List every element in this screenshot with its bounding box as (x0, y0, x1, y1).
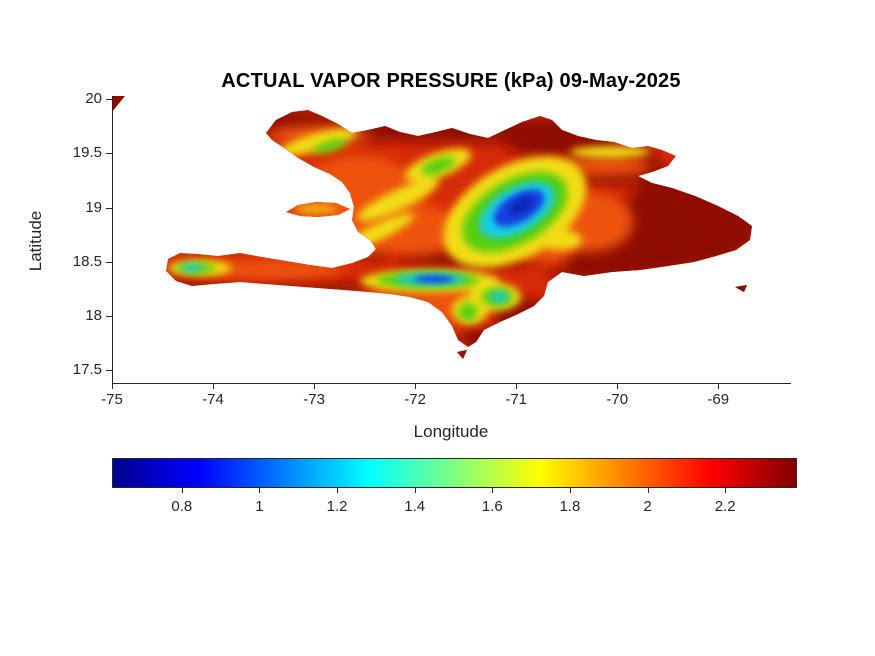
chart-title: ACTUAL VAPOR PRESSURE (kPa) 09-May-2025 (221, 70, 681, 92)
high-value-dark-red-regions (166, 110, 752, 350)
northwest-corner-speck (112, 96, 125, 112)
orange-regions (195, 125, 652, 325)
colorbar-tick-label: 2 (643, 498, 652, 515)
y-tick-mark (106, 261, 112, 263)
x-tick-label: -70 (606, 391, 629, 408)
colorbar-tick-mark (647, 488, 649, 493)
y-tick-label: 17.5 (72, 361, 102, 378)
colorbar-tick-mark (414, 488, 416, 493)
saona-island (735, 285, 747, 292)
x-tick-mark (516, 384, 518, 389)
y-tick-label: 19.5 (72, 144, 102, 162)
y-tick-label: 19 (85, 198, 102, 216)
y-tick-label: 18 (85, 306, 102, 324)
y-tick-mark (106, 153, 112, 155)
y-axis-line (112, 96, 113, 383)
colorbar-tick-mark (337, 488, 339, 493)
colorbar (112, 458, 797, 488)
colorbar-tick-mark (725, 488, 727, 493)
colorbar-tick-label: 1 (255, 498, 264, 515)
x-tick-mark (718, 384, 720, 389)
colorbar-tick-mark (181, 488, 183, 493)
colorbar-tick-label: 1.8 (559, 498, 581, 515)
x-tick-label: -69 (707, 391, 730, 408)
colorbar-tick-mark (259, 488, 261, 493)
beata-island (457, 350, 467, 359)
x-tick-label: -75 (101, 391, 123, 408)
yellow-ridge-regions (168, 128, 650, 324)
hispaniola-landmass (166, 110, 752, 359)
x-tick-label: -71 (505, 391, 528, 408)
y-axis-label: Latitude (26, 210, 45, 272)
colorbar-tick-label: 1.2 (326, 498, 348, 515)
colorbar-tick-label: 2.2 (714, 498, 736, 515)
cyan-low-value-regions (181, 181, 555, 302)
x-tick-mark (617, 384, 619, 389)
colorbar-tick-mark (492, 488, 494, 493)
y-tick-mark (106, 370, 112, 371)
green-regions (176, 139, 568, 321)
y-tick-label: 18.5 (72, 252, 102, 270)
x-axis-label: Longitude (413, 422, 489, 441)
darkest-blue-core (508, 196, 534, 216)
x-tick-label: -74 (202, 391, 224, 408)
x-tick-mark (112, 384, 113, 389)
x-tick-label: -72 (404, 391, 426, 408)
x-tick-mark (415, 384, 417, 389)
y-tick-mark (106, 99, 112, 101)
y-tick-mark (106, 315, 112, 317)
blue-low-value-cores (414, 189, 545, 283)
colorbar-tick-label: 1.6 (481, 498, 503, 515)
x-tick-label: -73 (303, 391, 325, 408)
colorbar-tick-label: 0.8 (171, 498, 193, 515)
x-tick-mark (213, 384, 215, 389)
y-tick-label: 20 (85, 90, 102, 108)
x-tick-mark (314, 384, 316, 389)
y-tick-mark (106, 207, 112, 209)
x-axis-line (112, 383, 791, 384)
colorbar-tick-label: 1.4 (404, 498, 426, 515)
colorbar-tick-mark (569, 488, 571, 493)
